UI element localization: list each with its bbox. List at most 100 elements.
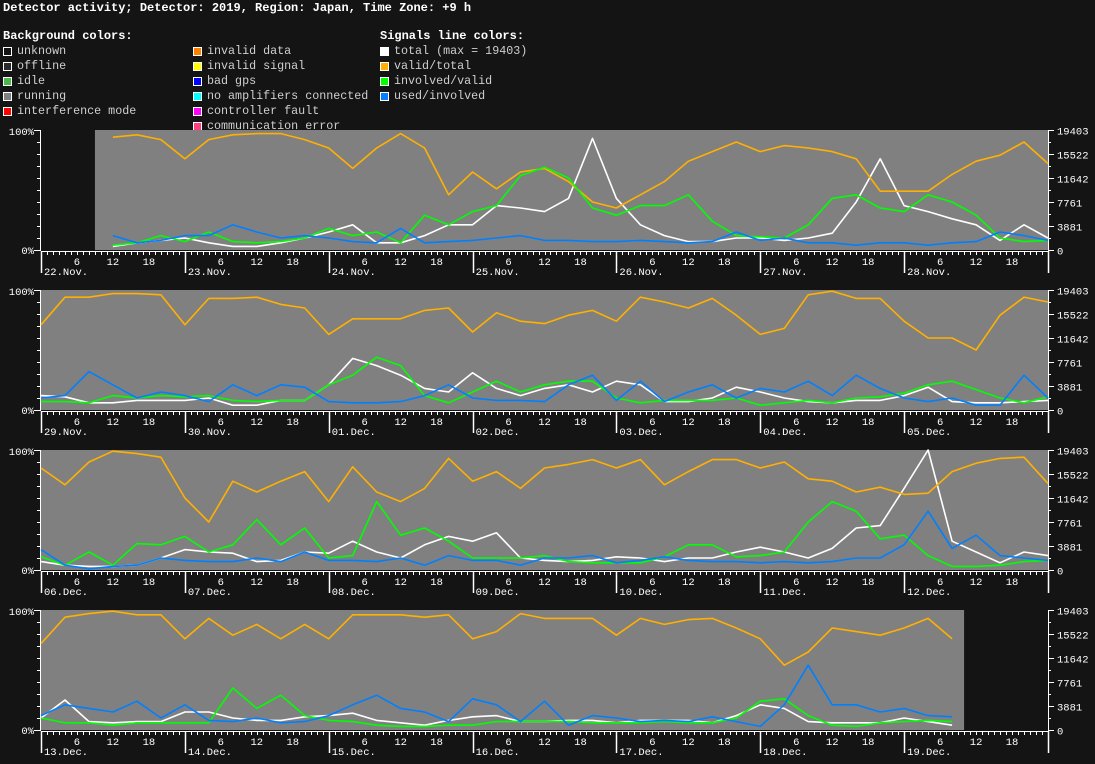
hour-label: 18 (1006, 257, 1019, 269)
hour-label: 6 (505, 737, 511, 749)
day-label: 29.Nov. (44, 427, 88, 439)
hour-label: 18 (574, 577, 587, 589)
right-axis-label: 19403 (1057, 127, 1089, 139)
hour-label: 18 (718, 577, 731, 589)
hour-label: 6 (362, 417, 368, 429)
legend-label: invalid signal (207, 59, 306, 73)
hour-label: 18 (430, 737, 443, 749)
right-axis-label: 7761 (1057, 359, 1082, 371)
legend-swatch-icon (3, 47, 12, 56)
legend-swatch-icon (380, 47, 389, 56)
day-label: 14.Dec. (188, 747, 232, 759)
hour-label: 12 (250, 577, 263, 589)
day-label: 04.Dec. (763, 427, 807, 439)
hour-label: 12 (538, 257, 551, 269)
right-axis-label: 15522 (1057, 631, 1089, 643)
legend-swatch-icon (193, 47, 202, 56)
day-label: 09.Dec. (476, 587, 520, 599)
legend-swatch-icon (3, 77, 12, 86)
day-label: 07.Dec. (188, 587, 232, 599)
left-axis-label: 0% (21, 566, 34, 578)
legend-label: no amplifiers connected (207, 89, 369, 103)
hour-label: 12 (826, 577, 839, 589)
legend-signal-colors: Signals line colors: total (max = 19403)… (380, 29, 527, 104)
hour-label: 12 (970, 577, 983, 589)
day-label: 28.Nov. (907, 267, 951, 279)
hour-label: 18 (718, 417, 731, 429)
series-line-used-involved (40, 664, 953, 728)
series-line-involved-valid (112, 166, 1049, 246)
right-axis-label: 19403 (1057, 287, 1089, 299)
hour-label: 6 (649, 417, 655, 429)
hour-label: 12 (250, 737, 263, 749)
right-axis-label: 3881 (1057, 543, 1082, 555)
legend-item: interference mode (3, 104, 136, 119)
hour-label: 18 (143, 257, 156, 269)
hour-label: 18 (1006, 577, 1019, 589)
legend-label: used/involved (394, 89, 486, 103)
day-label: 16.Dec. (476, 747, 520, 759)
day-label: 22.Nov. (44, 267, 88, 279)
legend-swatch-icon (380, 92, 389, 101)
hour-label: 6 (362, 737, 368, 749)
hour-label: 6 (218, 737, 224, 749)
day-label: 12.Dec. (907, 587, 951, 599)
hour-label: 12 (394, 417, 407, 429)
legend-item: involved/valid (380, 74, 527, 89)
hour-label: 18 (430, 577, 443, 589)
hour-label: 18 (143, 737, 156, 749)
hour-label: 12 (826, 417, 839, 429)
legend-label: invalid data (207, 44, 292, 58)
hour-label: 6 (793, 257, 799, 269)
legend-label: communication error (207, 119, 341, 133)
series-line-valid-total (40, 450, 1049, 523)
right-axis-label: 3881 (1057, 223, 1082, 235)
hour-label: 12 (394, 737, 407, 749)
hour-label: 6 (793, 577, 799, 589)
hour-label: 12 (682, 417, 695, 429)
hour-label: 18 (718, 257, 731, 269)
legend-item: idle (3, 74, 136, 89)
left-axis-label: 0% (21, 726, 34, 738)
hour-label: 6 (649, 737, 655, 749)
hour-label: 12 (970, 737, 983, 749)
hour-label: 12 (970, 417, 983, 429)
hour-label: 18 (574, 737, 587, 749)
hour-label: 6 (218, 577, 224, 589)
series-line-involved-valid (41, 356, 1049, 407)
legend-label: involved/valid (394, 74, 493, 88)
legend-label: unknown (17, 44, 67, 58)
day-label: 11.Dec. (763, 587, 807, 599)
legend-swatch-icon (3, 62, 12, 71)
legend-swatch-icon (3, 107, 12, 116)
hour-label: 18 (574, 257, 587, 269)
series-line-involved-valid (40, 500, 1049, 568)
legend-item: valid/total (380, 59, 527, 74)
hour-label: 12 (538, 577, 551, 589)
left-axis-label: 100% (9, 127, 35, 139)
right-axis-label: 11642 (1057, 335, 1089, 347)
hour-label: 12 (970, 257, 983, 269)
legend-swatch-icon (193, 107, 202, 116)
right-axis-label: 7761 (1057, 679, 1082, 691)
legend-item: unknown (3, 44, 136, 59)
left-axis-label: 0% (21, 246, 34, 258)
series-line-valid-total (40, 610, 953, 667)
legend-label: offline (17, 59, 67, 73)
hour-label: 18 (574, 417, 587, 429)
right-axis-label: 7761 (1057, 519, 1082, 531)
hour-label: 18 (286, 737, 299, 749)
legend-item: used/involved (380, 89, 527, 104)
right-axis-label: 19403 (1057, 607, 1089, 619)
day-label: 26.Nov. (619, 267, 663, 279)
hour-label: 6 (793, 417, 799, 429)
hour-label: 12 (107, 737, 120, 749)
right-axis-label: 11642 (1057, 655, 1089, 667)
legend-swatch-icon (3, 92, 12, 101)
day-label: 08.Dec. (332, 587, 376, 599)
legend-label: controller fault (207, 104, 320, 118)
left-axis-label: 0% (21, 406, 34, 418)
legend-label: idle (17, 74, 46, 88)
right-axis-label: 0 (1057, 727, 1063, 739)
right-axis-label: 15522 (1057, 471, 1089, 483)
